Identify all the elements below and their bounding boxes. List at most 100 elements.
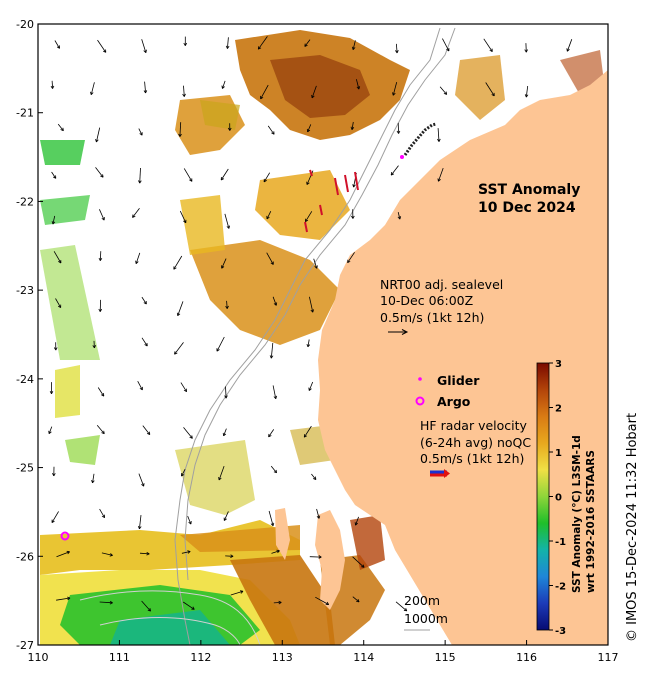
current-vector (347, 252, 355, 263)
current-vector-head (315, 476, 317, 480)
current-vector-head (221, 85, 223, 89)
current-vector-head (314, 266, 318, 269)
current-vector (55, 298, 62, 308)
current-vector (99, 209, 105, 221)
current-vector-head (132, 215, 136, 218)
current-vector (220, 168, 229, 181)
current-vector (267, 125, 275, 135)
current-vector (270, 465, 277, 474)
current-vector-head (100, 394, 104, 397)
current-vector (179, 210, 187, 223)
current-vector (268, 510, 274, 526)
current-vector (56, 551, 70, 558)
current-vector (97, 39, 107, 53)
current-vector-head (318, 556, 322, 559)
current-vector-head (311, 95, 315, 99)
current-vector-head (67, 596, 71, 599)
lon-tick-label: 117 (598, 651, 619, 664)
current-vector-head (139, 180, 142, 184)
current-vector (442, 38, 450, 52)
current-vector-head (188, 521, 192, 525)
current-vector (222, 80, 226, 89)
current-vector-head (311, 94, 313, 98)
nrt-info-line2: 10-Dec 06:00Z (380, 293, 473, 308)
current-vector (395, 601, 408, 612)
current-vector-head (53, 473, 56, 477)
current-vector (99, 508, 105, 518)
current-vector (304, 39, 311, 47)
current-vector (437, 128, 440, 142)
current-vector-head (437, 138, 440, 142)
current-vector-head (139, 133, 143, 136)
nrt-info-line3: 0.5m/s (1kt 12h) (380, 310, 484, 325)
argo-float-marker[interactable] (60, 531, 70, 541)
current-vector (308, 381, 314, 391)
current-vector-head (221, 266, 225, 269)
current-vector (96, 127, 101, 143)
current-vector-head (50, 85, 53, 89)
current-vector-head (443, 93, 447, 95)
current-vector-head (268, 435, 272, 438)
current-vector (101, 552, 113, 556)
current-vector-head (326, 601, 330, 605)
hf-radar-vectors (304, 169, 359, 233)
current-vector-head (446, 48, 450, 52)
current-vector-head (308, 388, 312, 391)
current-vector (218, 465, 225, 481)
current-vector-head (307, 129, 311, 133)
current-vector-head (347, 260, 351, 264)
current-vector (135, 252, 141, 264)
current-vector-head (221, 178, 225, 181)
lon-tick-label: 114 (353, 651, 374, 664)
current-vector (142, 425, 151, 435)
map-title-line1: SST Anomaly (478, 182, 580, 198)
current-vector (270, 342, 274, 359)
current-vector-head (266, 216, 270, 220)
current-vector (223, 428, 227, 436)
current-vector-head (95, 138, 97, 143)
current-vector-head (275, 395, 278, 399)
lon-tick-label: 110 (28, 651, 49, 664)
current-vector (271, 550, 280, 554)
current-vector-head (51, 221, 54, 225)
current-vector (223, 511, 229, 521)
current-vector-head (98, 308, 101, 312)
colorbar-gradient (536, 362, 550, 631)
current-vector-head (275, 469, 277, 473)
current-vector-head (135, 261, 139, 264)
current-vector-head (99, 308, 103, 312)
hf-scale-arrow (430, 469, 450, 478)
current-vector-head (277, 550, 280, 554)
current-vector-head (307, 344, 311, 348)
current-vector-head (318, 515, 321, 519)
current-vector (99, 601, 113, 604)
current-vector-head (276, 549, 280, 552)
current-vector-head (350, 126, 353, 130)
current-vector (485, 82, 495, 97)
current-vector (352, 556, 365, 568)
colorbar-tick-label: 2 (555, 404, 562, 415)
glider-track (400, 122, 437, 159)
glider-legend-label: Glider (437, 373, 480, 388)
current-vector (51, 511, 59, 523)
current-vector-head (223, 433, 227, 437)
current-vector (54, 40, 60, 49)
current-vector-head (352, 215, 355, 219)
map-frame (37, 23, 609, 646)
current-vector (397, 212, 401, 220)
current-vector (92, 473, 95, 483)
current-vector (139, 515, 142, 529)
current-vector-head (310, 309, 314, 313)
current-vector-head (192, 606, 195, 610)
current-vector-head (181, 474, 185, 477)
current-vector (90, 82, 95, 95)
colorbar-tick-label: 3 (555, 359, 562, 370)
current-vector-head (396, 130, 399, 134)
colorbar-tick-label: -3 (555, 626, 566, 637)
current-vector-head (52, 221, 56, 225)
longitude-axis: 110 111 112 113 114 115 116 117 (28, 640, 619, 664)
nrt-scale-arrow (388, 329, 409, 335)
current-vector-head (278, 602, 282, 605)
current-vector-head (177, 313, 181, 317)
current-vector (311, 473, 317, 480)
